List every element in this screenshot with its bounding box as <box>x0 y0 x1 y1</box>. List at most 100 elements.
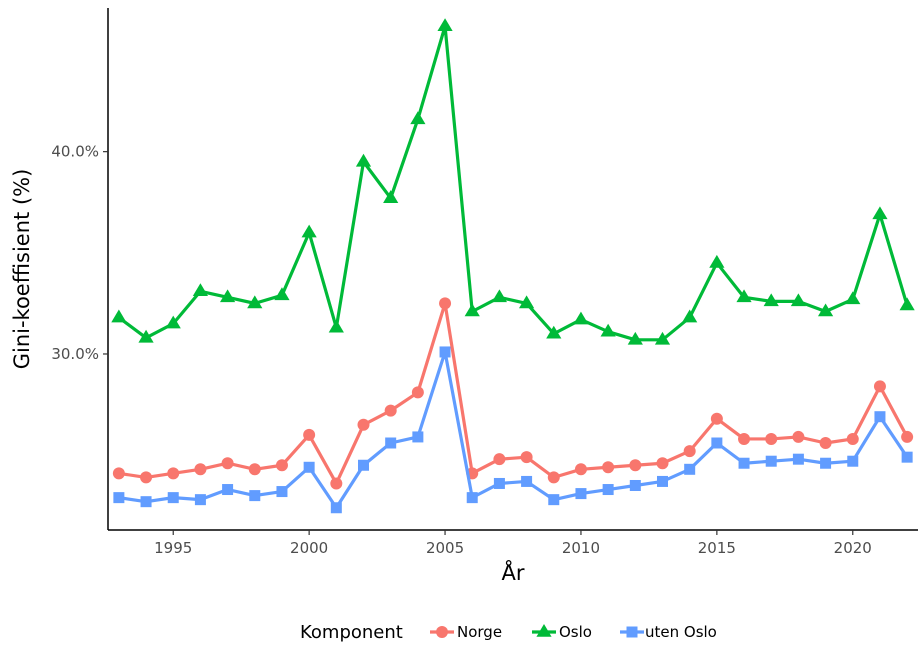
data-point-oslo <box>328 319 344 333</box>
data-point-oslo <box>247 295 263 309</box>
data-point-oslo <box>410 111 426 125</box>
legend-title: Komponent <box>300 622 403 643</box>
data-point-uten-oslo <box>330 502 342 514</box>
data-point-uten-oslo <box>629 479 641 491</box>
data-point-oslo <box>518 295 535 309</box>
data-point-uten-oslo <box>249 490 261 502</box>
data-point-norge <box>194 463 207 476</box>
data-point-oslo <box>736 289 752 303</box>
data-point-norge <box>873 380 886 393</box>
data-point-norge <box>656 457 669 470</box>
data-point-norge <box>901 430 914 443</box>
data-point-oslo <box>111 309 127 323</box>
plot-area <box>111 18 915 514</box>
legend: Komponent Norge Oslo uten Oslo <box>300 622 717 643</box>
series-uten-oslo <box>113 346 913 514</box>
data-point-uten-oslo <box>222 484 234 496</box>
data-point-oslo <box>682 309 698 323</box>
x-tick-label: 2005 <box>426 539 464 557</box>
data-point-oslo <box>600 323 616 337</box>
data-point-uten-oslo <box>439 346 451 358</box>
data-point-norge <box>574 463 587 476</box>
data-point-norge <box>846 432 859 445</box>
data-point-uten-oslo <box>358 459 370 471</box>
data-point-uten-oslo <box>656 475 668 487</box>
data-point-oslo <box>763 293 779 307</box>
data-point-norge <box>792 430 805 443</box>
data-point-uten-oslo <box>466 492 478 504</box>
data-point-uten-oslo <box>847 455 859 467</box>
data-point-norge <box>248 463 261 476</box>
data-point-oslo <box>491 289 508 303</box>
data-point-uten-oslo <box>276 486 288 498</box>
data-point-uten-oslo <box>901 451 913 463</box>
data-point-oslo <box>872 206 888 220</box>
data-point-oslo <box>437 18 453 32</box>
data-point-uten-oslo <box>140 496 152 508</box>
x-axis-title: År <box>502 559 525 585</box>
series-line-uten-oslo <box>118 350 909 510</box>
data-point-oslo <box>355 153 372 167</box>
data-point-uten-oslo <box>602 484 614 496</box>
data-point-uten-oslo <box>684 463 696 475</box>
data-point-oslo <box>546 325 562 339</box>
data-point-oslo <box>627 331 643 345</box>
data-point-uten-oslo <box>792 453 804 465</box>
data-point-norge <box>738 432 751 445</box>
data-point-norge <box>439 297 452 310</box>
x-tick-label: 2010 <box>562 539 600 557</box>
data-point-oslo <box>817 303 834 317</box>
data-point-norge <box>710 412 723 425</box>
x-tick-label: 2015 <box>698 539 736 557</box>
data-point-norge <box>140 471 153 484</box>
y-tick-label: 30.0% <box>51 345 99 363</box>
data-point-oslo <box>165 315 181 329</box>
data-point-norge <box>629 459 642 472</box>
data-point-oslo <box>845 291 861 305</box>
data-point-uten-oslo <box>575 488 587 500</box>
data-point-norge <box>602 461 615 474</box>
legend-item-norge: Norge <box>430 623 502 641</box>
data-point-norge <box>520 451 533 464</box>
data-point-uten-oslo <box>820 457 832 469</box>
data-point-uten-oslo <box>113 492 125 504</box>
series-norge <box>112 297 914 490</box>
data-point-uten-oslo <box>412 431 424 443</box>
data-point-oslo <box>654 331 671 345</box>
data-point-uten-oslo <box>167 492 179 504</box>
data-point-norge <box>765 432 778 445</box>
data-point-norge <box>221 457 234 470</box>
data-point-oslo <box>383 190 399 203</box>
x-tick-label: 2000 <box>290 539 328 557</box>
data-point-norge <box>357 418 370 431</box>
legend-label: Oslo <box>559 623 592 641</box>
series-oslo <box>111 18 915 345</box>
data-point-uten-oslo <box>385 437 397 449</box>
x-tick-label: 1995 <box>154 539 192 557</box>
data-point-oslo <box>192 283 209 297</box>
data-point-uten-oslo <box>303 461 315 473</box>
data-point-uten-oslo <box>711 437 723 449</box>
data-point-oslo <box>709 254 725 268</box>
data-point-norge <box>493 453 506 466</box>
data-point-uten-oslo <box>738 457 750 469</box>
data-point-norge <box>330 477 343 490</box>
data-point-oslo <box>301 224 317 238</box>
data-point-norge <box>411 386 424 399</box>
data-point-oslo <box>899 297 915 311</box>
data-point-uten-oslo <box>874 411 886 423</box>
x-tick-label: 2020 <box>834 539 872 557</box>
legend-key-marker <box>436 626 448 638</box>
legend-label: Norge <box>457 623 502 641</box>
legend-key-marker <box>536 624 552 637</box>
data-point-oslo <box>138 329 154 343</box>
legend-key-marker <box>626 626 638 638</box>
data-point-oslo <box>790 293 807 307</box>
data-point-norge <box>303 428 316 441</box>
data-point-norge <box>819 437 832 449</box>
data-point-norge <box>683 445 696 458</box>
data-point-uten-oslo <box>194 494 206 506</box>
data-point-oslo <box>274 287 290 301</box>
y-axis-title: Gini-koeffisient (%) <box>10 169 34 370</box>
data-point-norge <box>167 467 180 480</box>
